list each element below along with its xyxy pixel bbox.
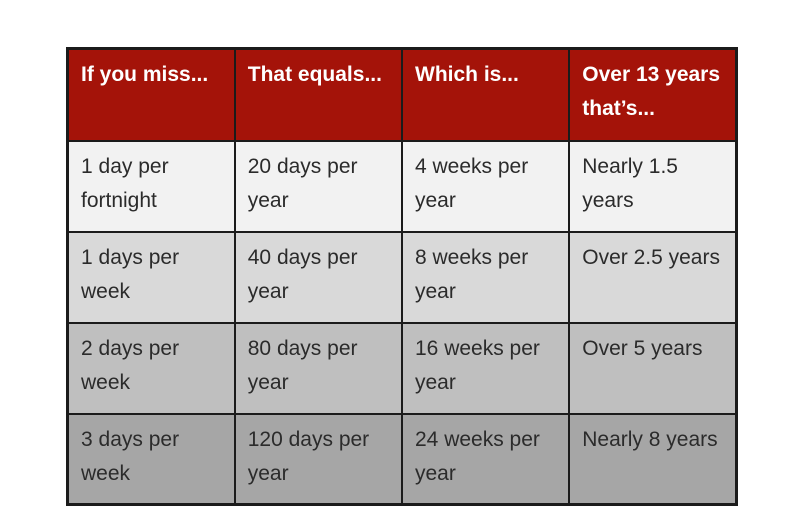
- table-cell: 80 days per year: [233, 321, 404, 415]
- table-row: 1 days per week 40 days per year 8 weeks…: [66, 230, 738, 324]
- table-cell: 8 weeks per year: [400, 230, 571, 324]
- column-header-which-is: Which is...: [400, 47, 571, 142]
- table-row: 2 days per week 80 days per year 16 week…: [66, 321, 738, 415]
- table-cell: 40 days per year: [233, 230, 404, 324]
- table-cell: 2 days per week: [66, 321, 236, 415]
- table-cell: Over 2.5 years: [568, 230, 738, 324]
- table-cell: 16 weeks per year: [400, 321, 571, 415]
- column-header-that-equals: That equals...: [233, 47, 404, 142]
- table-cell: 1 days per week: [66, 230, 236, 324]
- table-row: 3 days per week 120 days per year 24 wee…: [66, 412, 738, 506]
- table-row: 1 day per fortnight 20 days per year 4 w…: [66, 139, 738, 233]
- table-cell: 1 day per fortnight: [66, 139, 236, 233]
- attendance-table: If you miss... That equals... Which is..…: [66, 47, 738, 506]
- table-cell: Nearly 8 years: [568, 412, 738, 506]
- table-cell: 3 days per week: [66, 412, 236, 506]
- column-header-if-you-miss: If you miss...: [66, 47, 236, 142]
- table-cell: 120 days per year: [233, 412, 404, 506]
- table-cell: 24 weeks per year: [400, 412, 571, 506]
- table-header-row: If you miss... That equals... Which is..…: [66, 47, 738, 142]
- table-cell: Nearly 1.5 years: [568, 139, 738, 233]
- column-header-over-13-years: Over 13 years that’s...: [568, 47, 738, 142]
- table-cell: Over 5 years: [568, 321, 738, 415]
- table-cell: 20 days per year: [233, 139, 404, 233]
- table-cell: 4 weeks per year: [400, 139, 571, 233]
